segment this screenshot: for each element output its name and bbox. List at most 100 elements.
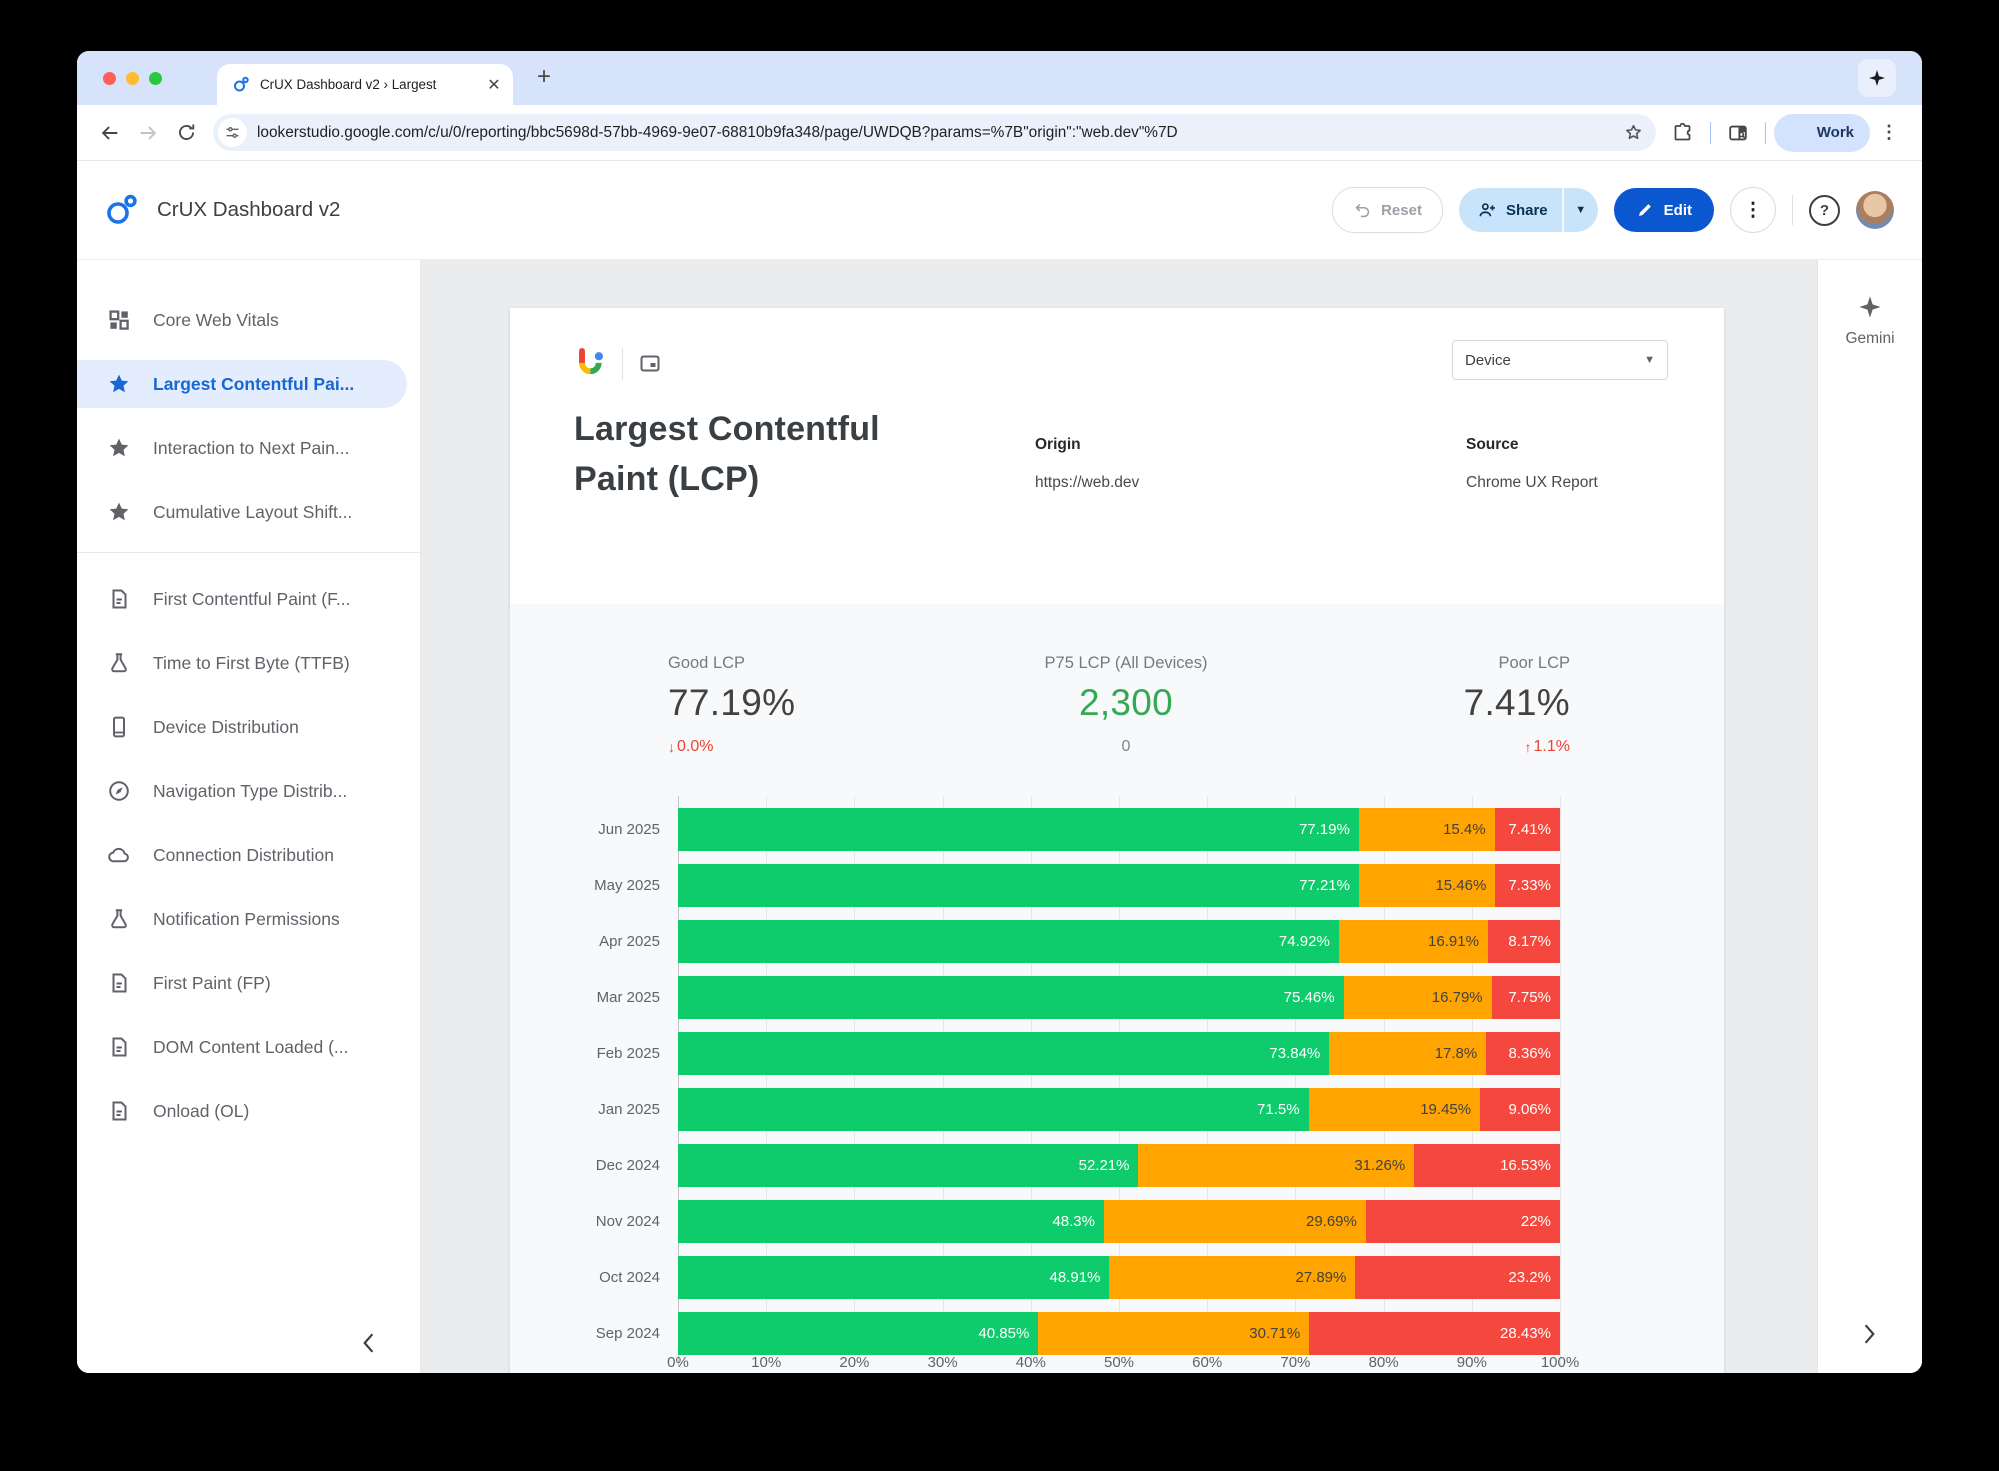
back-button[interactable] bbox=[91, 114, 129, 152]
metric-label: Good LCP bbox=[668, 654, 746, 672]
reload-button[interactable] bbox=[167, 114, 205, 152]
bar-segment-needs-improvement[interactable]: 29.69% bbox=[1104, 1200, 1366, 1243]
profile-chip[interactable]: Work bbox=[1773, 113, 1870, 152]
bar-segment-needs-improvement[interactable]: 17.8% bbox=[1329, 1032, 1487, 1075]
sidebar-item-cumulative-layout-shift[interactable]: Cumulative Layout Shift... bbox=[77, 488, 407, 536]
bar-segment-good[interactable]: 40.85% bbox=[678, 1312, 1039, 1355]
sidebar-item-largest-contentful-pai[interactable]: Largest Contentful Pai... bbox=[77, 360, 407, 408]
metric-p75-lcp: P75 LCP (All Devices) 2,300 0 bbox=[926, 654, 1326, 756]
browser-sparkle-button[interactable] bbox=[1858, 59, 1896, 97]
help-icon[interactable]: ? bbox=[1809, 194, 1840, 226]
bar-segment-good[interactable]: 77.19% bbox=[678, 808, 1359, 851]
metric-label: Poor LCP bbox=[1498, 654, 1570, 672]
more-options-button[interactable]: ⋮ bbox=[1730, 187, 1776, 233]
document-icon bbox=[107, 971, 131, 995]
bar-value-label: 22% bbox=[1520, 1213, 1551, 1230]
origin-value: https://web.dev bbox=[1035, 474, 1140, 491]
new-tab-button[interactable]: + bbox=[536, 63, 551, 90]
metric-poor-lcp: Poor LCP 7.41% ↑ 1.1% bbox=[1270, 654, 1570, 756]
bar-segment-needs-improvement[interactable]: 31.26% bbox=[1138, 1144, 1415, 1187]
sidebar-item-first-contentful-paint-f[interactable]: First Contentful Paint (F... bbox=[77, 575, 407, 623]
bar-value-label: 17.8% bbox=[1434, 1045, 1478, 1062]
side-panel-search-icon[interactable] bbox=[1719, 114, 1757, 152]
maximize-window-button[interactable] bbox=[149, 72, 162, 85]
bar-segment-poor[interactable]: 7.75% bbox=[1491, 976, 1560, 1019]
bar-segment-needs-improvement[interactable]: 27.89% bbox=[1109, 1256, 1356, 1299]
bar-segment-needs-improvement[interactable]: 15.46% bbox=[1358, 864, 1496, 907]
bar-segment-needs-improvement[interactable]: 30.71% bbox=[1038, 1312, 1310, 1355]
bar-segment-poor[interactable]: 8.36% bbox=[1486, 1032, 1560, 1075]
chart-x-axis: 0% 10% 20% 30% 40% 50% 60% 70% 80% 90% 100% bbox=[667, 1354, 1579, 1373]
sidebar-item-notification-permissions[interactable]: Notification Permissions bbox=[77, 895, 407, 943]
share-button[interactable]: Share ▼ bbox=[1458, 188, 1598, 232]
bar-segment-good[interactable]: 75.46% bbox=[678, 976, 1344, 1019]
bar-segment-good[interactable]: 74.92% bbox=[678, 920, 1339, 963]
report-card: Device ▼ Largest Contentful Paint (LCP) … bbox=[510, 308, 1724, 1373]
browser-tab[interactable]: CrUX Dashboard v2 › Largest ✕ bbox=[217, 64, 513, 105]
source-label: Source bbox=[1466, 436, 1519, 453]
bar-segment-good[interactable]: 48.3% bbox=[678, 1200, 1104, 1243]
x-axis-tick-label: 60% bbox=[1192, 1354, 1223, 1371]
tab-close-icon[interactable]: ✕ bbox=[487, 76, 501, 94]
pencil-icon bbox=[1636, 201, 1654, 219]
url-text[interactable]: lookerstudio.google.com/c/u/0/reporting/… bbox=[257, 123, 1178, 141]
extensions-icon[interactable] bbox=[1664, 114, 1702, 152]
sidebar-item-interaction-to-next-pain[interactable]: Interaction to Next Pain... bbox=[77, 424, 407, 472]
bar-segment-poor[interactable]: 8.17% bbox=[1487, 920, 1560, 963]
bar-segment-needs-improvement[interactable]: 15.4% bbox=[1358, 808, 1495, 851]
minimize-window-button[interactable] bbox=[126, 72, 139, 85]
sidebar-item-device-distribution[interactable]: Device Distribution bbox=[77, 703, 407, 751]
bar-segment-poor[interactable]: 16.53% bbox=[1414, 1144, 1560, 1187]
bar-segment-needs-improvement[interactable]: 16.91% bbox=[1338, 920, 1488, 963]
sidebar-item-navigation-type-distrib[interactable]: Navigation Type Distrib... bbox=[77, 767, 407, 815]
browser-menu-icon[interactable]: ⋮ bbox=[1880, 122, 1898, 142]
edit-label: Edit bbox=[1663, 201, 1692, 219]
close-window-button[interactable] bbox=[103, 72, 116, 85]
sidebar-item-core-web-vitals[interactable]: Core Web Vitals bbox=[77, 296, 407, 344]
bar-value-label: 16.79% bbox=[1431, 989, 1483, 1006]
bar-segment-poor[interactable]: 22% bbox=[1365, 1200, 1560, 1243]
x-axis-tick-label: 30% bbox=[927, 1354, 958, 1371]
collapse-sidebar-button[interactable] bbox=[354, 1329, 382, 1357]
bar-segment-good[interactable]: 71.5% bbox=[678, 1088, 1309, 1131]
chart-row-nov-2024: Nov 2024 48.3% 29.69% 22% bbox=[510, 1194, 1724, 1250]
gemini-sparkle-icon[interactable] bbox=[1818, 294, 1922, 320]
share-dropdown-button[interactable]: ▼ bbox=[1575, 204, 1587, 216]
sidebar-item-time-to-first-byte-ttfb[interactable]: Time to First Byte (TTFB) bbox=[77, 639, 407, 687]
stacked-bar: 48.3% 29.69% 22% bbox=[678, 1200, 1560, 1243]
site-settings-icon[interactable] bbox=[218, 118, 247, 147]
share-label: Share bbox=[1505, 201, 1548, 219]
bar-value-label: 7.41% bbox=[1508, 821, 1551, 838]
bar-segment-good[interactable]: 48.91% bbox=[678, 1256, 1110, 1299]
sidebar-item-dom-content-loaded[interactable]: DOM Content Loaded (... bbox=[77, 1023, 407, 1071]
bar-segment-poor[interactable]: 7.33% bbox=[1495, 864, 1560, 907]
bar-segment-poor[interactable]: 9.06% bbox=[1480, 1088, 1560, 1131]
address-bar[interactable]: lookerstudio.google.com/c/u/0/reporting/… bbox=[213, 114, 1656, 151]
edit-button[interactable]: Edit bbox=[1613, 188, 1714, 232]
bar-segment-good[interactable]: 52.21% bbox=[678, 1144, 1139, 1187]
bar-segment-poor[interactable]: 7.41% bbox=[1494, 808, 1560, 851]
bar-segment-poor[interactable]: 28.43% bbox=[1309, 1312, 1560, 1355]
stacked-bar: 71.5% 19.45% 9.06% bbox=[678, 1088, 1560, 1131]
forward-button[interactable] bbox=[129, 114, 167, 152]
expand-panel-button[interactable] bbox=[1818, 1323, 1922, 1345]
source-value: Chrome UX Report bbox=[1466, 474, 1598, 491]
bookmark-star-icon[interactable] bbox=[1623, 122, 1644, 143]
bar-segment-needs-improvement[interactable]: 19.45% bbox=[1308, 1088, 1481, 1131]
bar-segment-needs-improvement[interactable]: 16.79% bbox=[1343, 976, 1492, 1019]
chart-gridline bbox=[1295, 796, 1297, 1366]
bar-segment-good[interactable]: 73.84% bbox=[678, 1032, 1330, 1075]
device-filter-dropdown[interactable]: Device ▼ bbox=[1452, 340, 1668, 380]
sidebar-item-onload-ol[interactable]: Onload (OL) bbox=[77, 1087, 407, 1135]
reset-button[interactable]: Reset bbox=[1332, 187, 1443, 233]
sidebar-item-connection-distribution[interactable]: Connection Distribution bbox=[77, 831, 407, 879]
bar-segment-good[interactable]: 77.21% bbox=[678, 864, 1359, 907]
chart-gridline bbox=[1560, 796, 1561, 1366]
sidebar-item-first-paint-fp[interactable]: First Paint (FP) bbox=[77, 959, 407, 1007]
chart-category-label: Feb 2025 bbox=[596, 1045, 660, 1062]
chart-category-label: Dec 2024 bbox=[595, 1157, 660, 1174]
star-icon bbox=[107, 500, 131, 524]
layout-frame-icon[interactable] bbox=[638, 352, 662, 376]
account-avatar[interactable] bbox=[1856, 191, 1894, 229]
bar-segment-poor[interactable]: 23.2% bbox=[1355, 1256, 1560, 1299]
